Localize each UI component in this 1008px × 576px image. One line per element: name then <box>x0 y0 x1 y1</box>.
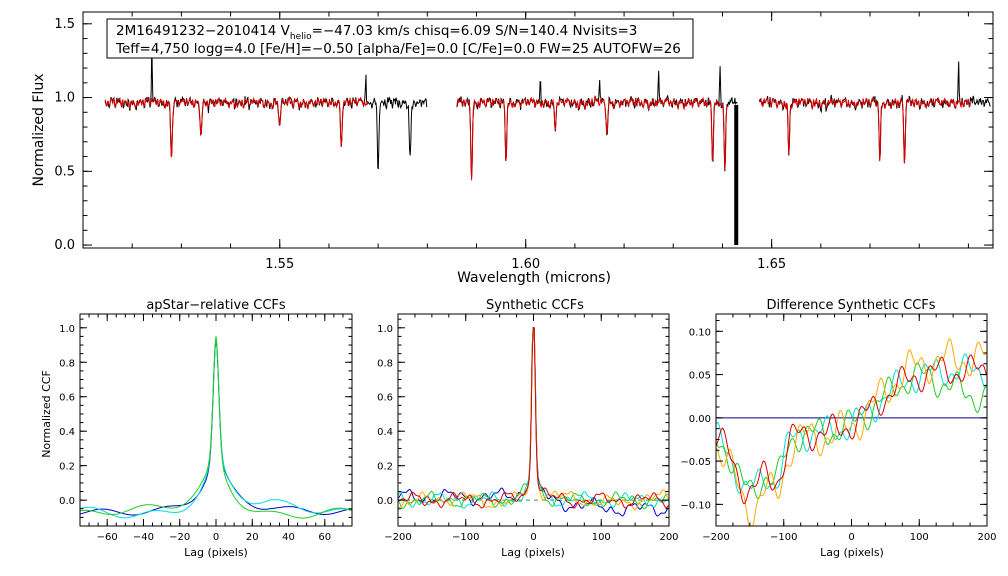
ccf-apstar-y-axis-label: Normalized CCF <box>40 370 53 458</box>
y-tick-label: 0.5 <box>54 164 75 179</box>
annotation-line-1-suffix: =−47.03 km/s chisq=6.09 S/N=140.4 Nvisit… <box>312 23 638 39</box>
x-tick-label: −100 <box>770 532 797 543</box>
ccf-apstar-title: apStar−relative CCFs <box>146 298 286 313</box>
ccf-difference-x-axis-label: Lag (pixels) <box>820 546 884 559</box>
ccf-synthetic-series-line <box>397 327 669 517</box>
x-tick-label: 200 <box>659 532 678 543</box>
y-tick-label: 0.6 <box>377 393 393 404</box>
y-tick-label: −0.05 <box>680 457 711 468</box>
spectrum-panel: 1.55 1.60 1.65 0.0 0.5 1.0 1.5 Wavelength (mic… <box>31 11 994 286</box>
x-tick-label: 0 <box>213 532 219 543</box>
x-tick-label: −200 <box>702 532 729 543</box>
ccf-difference-title: Difference Synthetic CCFs <box>766 298 935 313</box>
spectrum-observed-chip <box>104 41 428 170</box>
spectrum-y-axis-label: Normalized Flux <box>31 74 47 187</box>
ccf-synthetic-x-axis-label: Lag (pixels) <box>501 546 565 559</box>
annotation-line-2: Teff=4,750 logg=4.0 [Fe/H]=−0.50 [alpha/… <box>115 41 681 57</box>
ccf-synthetic-title: Synthetic CCFs <box>486 298 584 313</box>
annotation-line-1: 2M16491232−2010414 Vhelio=−47.03 km/s ch… <box>116 23 637 42</box>
spectrum-axes-frame <box>82 11 994 249</box>
annotation-line-1-subscript: helio <box>290 32 312 42</box>
ccf-difference-series-line <box>715 353 987 494</box>
ccf-synthetic-panel: Synthetic CCFs −200 −100 0 100 200 0.0 0.2 0.4 0… <box>377 298 678 559</box>
ccf-synthetic-series-line <box>397 327 669 509</box>
ccf-synthetic-series-line <box>397 327 669 511</box>
spectrum-x-axis-label: Wavelength (microns) <box>457 270 611 286</box>
ccf-difference-panel: Difference Synthetic CCFs −200 −100 0 100 20… <box>680 298 996 559</box>
y-tick-label: −0.10 <box>680 500 711 511</box>
y-tick-label: 1.0 <box>54 91 75 106</box>
ccf-apstar-axes-frame <box>79 313 353 527</box>
annotation-box <box>106 18 694 59</box>
x-tick-label: 60 <box>318 532 331 543</box>
ccf-apstar-x-axis-label: Lag (pixels) <box>184 546 248 559</box>
y-tick-label: 0.2 <box>377 462 393 473</box>
x-tick-label: 200 <box>977 532 996 543</box>
x-tick-label: 0 <box>848 532 854 543</box>
spectrum-model-chip <box>759 97 971 164</box>
y-tick-label: 0.0 <box>59 496 75 507</box>
y-tick-label: 0.8 <box>377 358 393 369</box>
ccf-synthetic-series-line <box>397 327 669 510</box>
ccf-apstar-series-line <box>79 336 353 519</box>
x-tick-label: −100 <box>452 532 479 543</box>
x-tick-label: −40 <box>133 532 154 543</box>
y-tick-label: 0.0 <box>54 238 75 253</box>
ccf-difference-series-line <box>715 338 987 527</box>
spectrum-model-chip <box>104 95 369 158</box>
ccf-apstar-series-line <box>79 337 353 519</box>
y-tick-label: 0.6 <box>59 393 75 404</box>
x-tick-label: 20 <box>246 532 259 543</box>
x-tick-label: 1.55 <box>265 257 294 272</box>
y-tick-label: 1.0 <box>377 324 393 335</box>
annotation-line-1-prefix: 2M16491232−2010414 V <box>116 23 291 39</box>
x-tick-label: 1.65 <box>757 257 786 272</box>
y-tick-label: 0.4 <box>377 427 393 438</box>
ccf-apstar-panel: apStar−relative CCFs −60 −40 −20 0 20 40 60 0.0… <box>40 298 353 559</box>
y-tick-label: 1.0 <box>59 324 75 335</box>
x-tick-label: 0 <box>530 532 536 543</box>
y-tick-label: 1.5 <box>54 17 75 32</box>
spectrum-observed-chip <box>456 66 738 178</box>
y-tick-label: 0.8 <box>59 358 75 369</box>
x-tick-label: 100 <box>592 532 611 543</box>
y-tick-label: 0.10 <box>689 327 711 338</box>
ccf-difference-series-line <box>715 362 987 500</box>
y-tick-label: 0.4 <box>59 427 75 438</box>
x-tick-label: 40 <box>282 532 295 543</box>
y-tick-label: 0.00 <box>689 414 711 425</box>
ccf-synthetic-series-line <box>397 327 669 509</box>
spectrum-model-chip <box>456 96 728 181</box>
y-tick-label: 0.2 <box>59 462 75 473</box>
spectrum-observed-chip <box>758 61 991 164</box>
y-tick-label: 0.05 <box>689 371 711 382</box>
x-tick-label: −20 <box>169 532 190 543</box>
x-tick-label: −60 <box>97 532 118 543</box>
spectrum-masked-band <box>734 104 739 246</box>
x-tick-label: 1.60 <box>511 257 540 272</box>
x-tick-label: −200 <box>384 532 411 543</box>
x-tick-label: 100 <box>910 532 929 543</box>
ccf-difference-series-line <box>715 354 987 505</box>
y-tick-label: 0.0 <box>377 496 393 507</box>
spectrum-annotation: 2M16491232−2010414 Vhelio=−47.03 km/s ch… <box>106 18 694 59</box>
ccf-apstar-series-line <box>79 338 353 516</box>
